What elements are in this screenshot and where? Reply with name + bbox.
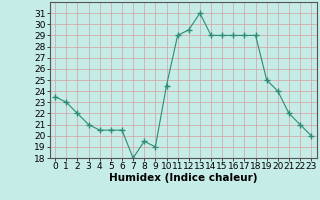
X-axis label: Humidex (Indice chaleur): Humidex (Indice chaleur) — [109, 173, 258, 183]
